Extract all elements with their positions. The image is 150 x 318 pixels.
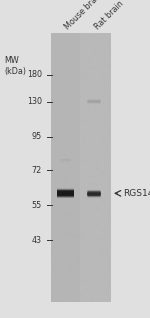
Text: 72: 72 (32, 166, 42, 175)
Text: 95: 95 (32, 132, 42, 141)
Bar (51, 33, 80, 302)
Text: Mouse brain: Mouse brain (63, 0, 104, 32)
Bar (80, 33, 111, 302)
Text: Rat brain: Rat brain (93, 0, 125, 32)
Text: RGS14: RGS14 (123, 189, 150, 198)
Text: 55: 55 (32, 201, 42, 210)
Text: MW
(kDa): MW (kDa) (4, 56, 27, 76)
Bar (51, 33, 111, 302)
Text: 180: 180 (27, 70, 42, 79)
Text: 130: 130 (27, 97, 42, 106)
Text: 43: 43 (32, 236, 42, 245)
